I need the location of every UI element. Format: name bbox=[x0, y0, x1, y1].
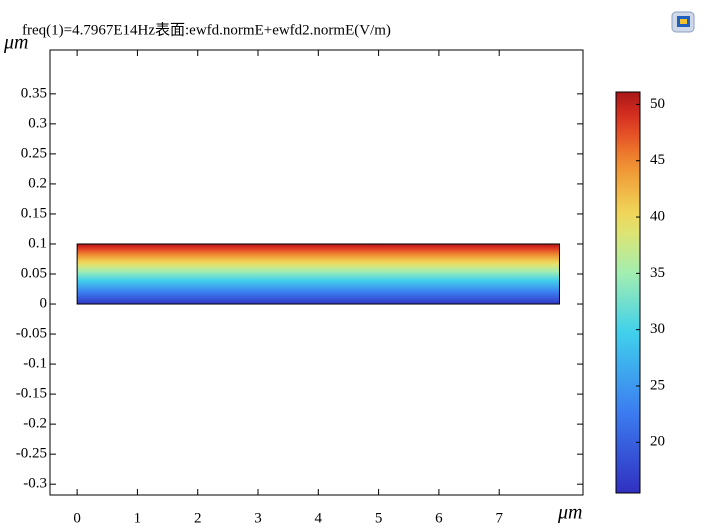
x-axis-label: μm bbox=[557, 502, 582, 524]
y-tick-label: -0.15 bbox=[16, 386, 47, 402]
colorbar-tick-label: 20 bbox=[650, 434, 665, 450]
colorbar-tick-label: 40 bbox=[650, 208, 665, 224]
x-tick-label: 2 bbox=[194, 510, 202, 526]
y-tick-label: 0.25 bbox=[21, 145, 47, 161]
x-tick-label: 7 bbox=[495, 510, 503, 526]
colorbar-tick-label: 35 bbox=[650, 265, 665, 281]
colorbar bbox=[615, 91, 641, 494]
y-tick-label: -0.3 bbox=[23, 476, 47, 492]
x-tick-label: 4 bbox=[315, 510, 323, 526]
y-tick-label: 0 bbox=[40, 295, 48, 311]
y-axis-label: μm bbox=[3, 32, 28, 54]
y-tick-label: 0.1 bbox=[28, 235, 47, 251]
colorbar-tick-label: 50 bbox=[650, 96, 665, 112]
y-tick-label: -0.2 bbox=[23, 416, 47, 432]
chart-title: freq(1)=4.7967E14Hz表面:ewfd.normE+ewfd2.n… bbox=[22, 21, 391, 38]
y-tick-label: -0.1 bbox=[23, 356, 47, 372]
y-tick-label: -0.25 bbox=[16, 446, 47, 462]
plot-frame bbox=[49, 49, 584, 496]
surface-domain bbox=[76, 243, 560, 305]
x-tick-label: 5 bbox=[375, 510, 383, 526]
x-tick-label: 3 bbox=[254, 510, 262, 526]
colorbar-tick-label: 25 bbox=[650, 377, 665, 393]
colorbar-tick-label: 30 bbox=[650, 321, 665, 337]
y-tick-label: 0.05 bbox=[21, 265, 47, 281]
colorbar-tick-label: 45 bbox=[650, 152, 665, 168]
y-tick-label: 0.35 bbox=[21, 85, 47, 101]
x-tick-label: 6 bbox=[435, 510, 443, 526]
x-tick-label: 1 bbox=[134, 510, 142, 526]
y-tick-label: -0.05 bbox=[16, 325, 47, 341]
y-tick-label: 0.2 bbox=[28, 175, 47, 191]
y-tick-label: 0.3 bbox=[28, 115, 47, 131]
y-tick-label: 0.15 bbox=[21, 205, 47, 221]
view-icon[interactable] bbox=[671, 11, 695, 33]
x-tick-label: 0 bbox=[73, 510, 81, 526]
